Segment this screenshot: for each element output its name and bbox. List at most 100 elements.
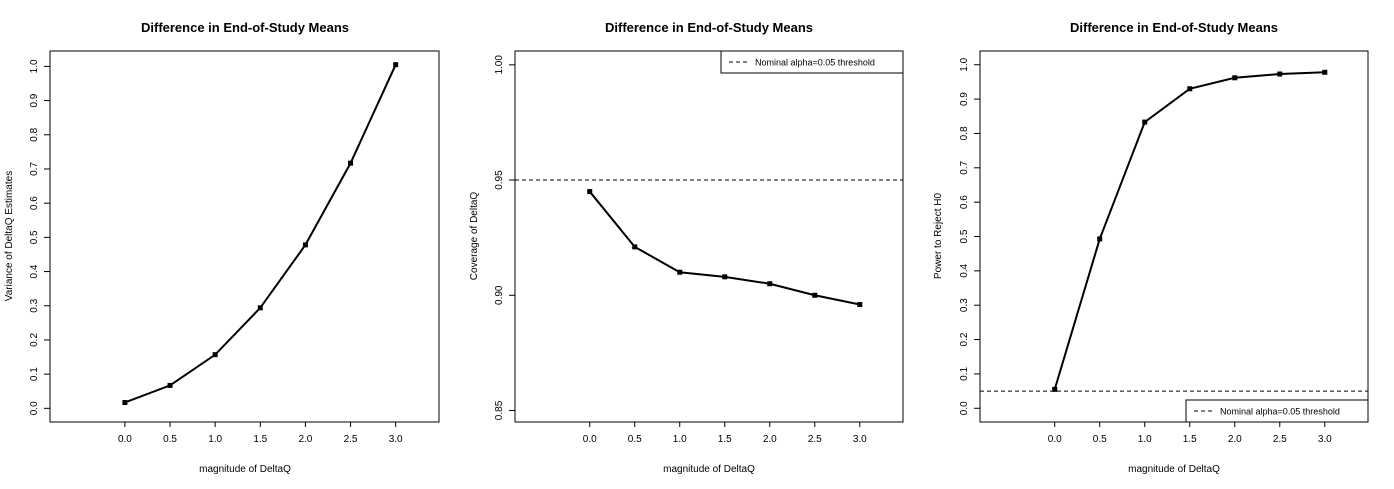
data-point — [1052, 386, 1058, 392]
y-tick-label: 0.5 — [29, 230, 40, 244]
data-point — [857, 301, 863, 307]
data-series — [122, 62, 399, 406]
legend-label: Nominal alpha=0.05 threshold — [1220, 407, 1340, 417]
data-series — [1052, 69, 1328, 392]
y-tick-label: 0.90 — [494, 285, 505, 305]
x-tick-label: 0.0 — [583, 434, 597, 445]
data-point — [587, 189, 593, 195]
y-tick-label: 0.7 — [959, 160, 970, 174]
series-line — [1053, 71, 1325, 390]
y-tick-label: 0.6 — [959, 195, 970, 209]
x-tick-label: 0.5 — [628, 434, 642, 445]
data-point — [722, 274, 728, 280]
y-tick-label: 0.9 — [29, 93, 40, 107]
series-line — [588, 190, 860, 306]
data-point — [677, 269, 683, 275]
x-tick-label: 1.5 — [253, 434, 267, 445]
y-axis-label: Variance of DeltaQ Estimates — [4, 171, 15, 301]
x-tick-label: 1.5 — [1183, 434, 1197, 445]
plot-frame — [514, 50, 904, 423]
data-point — [1142, 119, 1148, 125]
x-tick-label: 1.0 — [673, 434, 687, 445]
y-tick-label: 0.7 — [29, 162, 40, 176]
x-tick-label: 0.0 — [118, 434, 132, 445]
legend-label: Nominal alpha=0.05 threshold — [755, 58, 875, 68]
y-tick-label: 0.0 — [29, 401, 40, 415]
x-tick-label: 2.5 — [808, 434, 822, 445]
x-tick-label: 2.0 — [763, 434, 777, 445]
y-tick-label: 1.0 — [29, 59, 40, 73]
data-point — [1097, 236, 1103, 242]
chart-title: Difference in End-of-Study Means — [605, 20, 813, 35]
x-tick-label: 0.5 — [1093, 434, 1107, 445]
y-tick-label: 0.85 — [494, 400, 505, 420]
x-tick-label: 1.0 — [1138, 434, 1152, 445]
y-axis-label: Power to Reject H0 — [933, 192, 944, 279]
y-tick-label: 0.3 — [959, 298, 970, 312]
data-point — [257, 305, 263, 311]
y-axis: 0.85 0.90 0.95 1.00 — [494, 55, 515, 420]
y-tick-label: 0.5 — [959, 229, 970, 243]
x-tick-label: 1.0 — [208, 434, 222, 445]
x-tick-label: 2.0 — [298, 434, 312, 445]
x-axis: 0.0 0.5 1.0 1.5 2.0 2.5 3.0 — [118, 422, 403, 445]
panel-variance: Difference in End-of-Study Means 0.0 0.5 1… — [4, 20, 440, 475]
panel-coverage: Difference in End-of-Study Means 0.0 0.5 1… — [469, 20, 904, 475]
plot-frame — [49, 50, 440, 423]
data-point — [302, 242, 308, 248]
legend: Nominal alpha=0.05 threshold — [1185, 399, 1369, 423]
y-tick-label: 0.4 — [29, 264, 40, 278]
data-point — [1187, 86, 1193, 92]
x-tick-label: 0.5 — [163, 434, 177, 445]
y-tick-label: 0.95 — [494, 170, 505, 190]
x-tick-label: 2.5 — [344, 434, 358, 445]
data-point — [1322, 69, 1328, 75]
data-point — [393, 62, 399, 68]
series-line — [124, 64, 397, 404]
y-tick-label: 0.4 — [959, 263, 970, 277]
legend-box — [720, 50, 904, 74]
data-point — [212, 352, 218, 358]
y-axis: 0.0 0.1 0.2 0.3 0.4 0.5 0.6 0.7 0.8 0.9 1.0 — [959, 57, 980, 415]
x-axis: 0.0 0.5 1.0 1.5 2.0 2.5 3.0 — [1048, 422, 1332, 445]
data-point — [1277, 71, 1283, 77]
data-point — [1232, 75, 1238, 81]
y-tick-label: 0.6 — [29, 196, 40, 210]
panel-power: Difference in End-of-Study Means 0.0 0.5 1… — [933, 20, 1369, 475]
x-tick-label: 3.0 — [1318, 434, 1332, 445]
data-point — [167, 382, 173, 388]
plot-frame — [979, 50, 1369, 423]
x-tick-label: 2.5 — [1273, 434, 1287, 445]
data-point — [767, 281, 773, 287]
y-tick-label: 1.0 — [959, 57, 970, 71]
y-tick-label: 0.8 — [29, 127, 40, 141]
data-point — [812, 292, 818, 298]
y-axis: 0.0 0.1 0.2 0.3 0.4 0.5 0.6 0.7 0.8 0.9 1.0 — [29, 59, 50, 415]
data-point — [632, 244, 638, 250]
y-tick-label: 0.2 — [29, 333, 40, 347]
x-axis-label: magnitude of DeltaQ — [199, 464, 291, 475]
data-point — [122, 400, 128, 406]
chart-title: Difference in End-of-Study Means — [1070, 20, 1278, 35]
data-point — [348, 160, 354, 166]
legend: Nominal alpha=0.05 threshold — [720, 50, 904, 74]
x-tick-label: 3.0 — [389, 434, 403, 445]
x-axis-label: magnitude of DeltaQ — [1128, 464, 1220, 475]
legend-box — [1185, 399, 1369, 423]
x-tick-label: 0.0 — [1048, 434, 1062, 445]
y-tick-label: 0.2 — [959, 332, 970, 346]
y-axis-label: Coverage of DeltaQ — [469, 192, 480, 281]
y-tick-label: 1.00 — [494, 55, 505, 75]
x-tick-label: 2.0 — [1228, 434, 1242, 445]
x-axis-label: magnitude of DeltaQ — [663, 464, 755, 475]
chart-title: Difference in End-of-Study Means — [141, 20, 349, 35]
y-tick-label: 0.1 — [29, 367, 40, 381]
y-tick-label: 0.9 — [959, 92, 970, 106]
y-tick-label: 0.1 — [959, 367, 970, 381]
y-tick-label: 0.3 — [29, 298, 40, 312]
data-series — [587, 189, 863, 307]
x-axis: 0.0 0.5 1.0 1.5 2.0 2.5 3.0 — [583, 422, 867, 445]
x-tick-label: 1.5 — [718, 434, 732, 445]
x-tick-label: 3.0 — [853, 434, 867, 445]
